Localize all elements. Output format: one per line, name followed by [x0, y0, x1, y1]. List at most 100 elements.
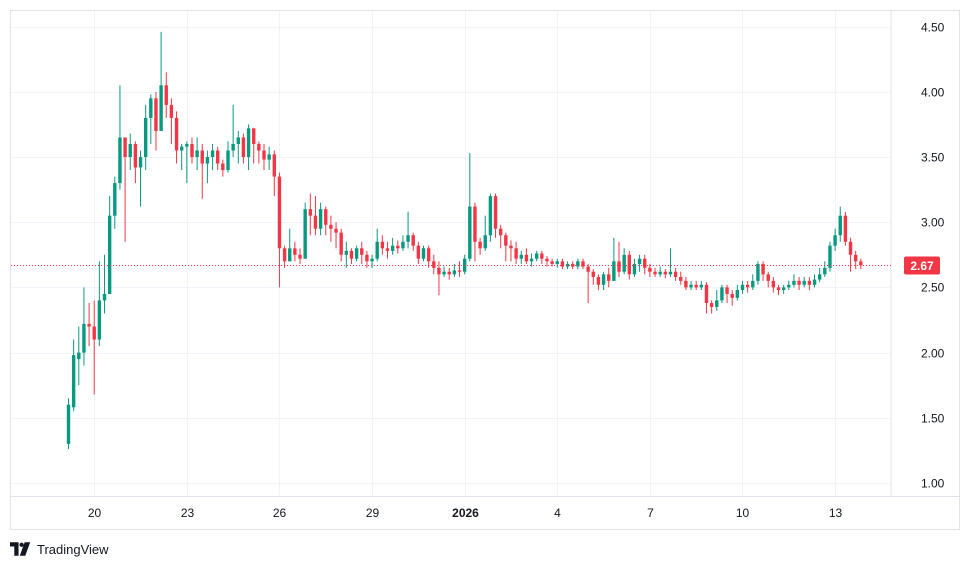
- candle-body: [524, 254, 529, 262]
- price-axis[interactable]: 4.50 4.00 3.50 3.00 2.50 2.00 1.50 1.00: [921, 21, 945, 491]
- candle-body: [174, 117, 179, 151]
- candle-body: [298, 254, 302, 259]
- candle-body: [308, 209, 313, 216]
- candle-body: [118, 137, 122, 184]
- candle-body: [221, 163, 225, 171]
- candles: [66, 31, 863, 450]
- candle-body: [380, 241, 385, 249]
- candle-body: [797, 280, 801, 285]
- candle-body: [653, 271, 657, 275]
- candle-body: [411, 235, 415, 246]
- candle-body: [483, 235, 487, 249]
- candle-body: [745, 284, 750, 288]
- candle-body: [426, 248, 431, 262]
- candle-body: [684, 280, 688, 288]
- candle-body: [807, 280, 812, 285]
- candle-body: [138, 157, 143, 168]
- candle-body: [113, 183, 117, 216]
- candle-body: [859, 261, 863, 266]
- candlestick-chart[interactable]: 2.67 4.50 4.00 3.50 3.00 2.50 2.00 1.50 1.00 20…: [11, 11, 959, 529]
- candle-body: [277, 176, 282, 249]
- candle-body: [802, 280, 806, 285]
- candle-body: [591, 271, 595, 277]
- candle-body: [257, 143, 261, 151]
- candle-body: [334, 228, 338, 233]
- candle-body: [534, 253, 539, 259]
- tradingview-icon: [10, 542, 31, 556]
- candle-body: [792, 280, 796, 285]
- candle-body: [128, 143, 132, 158]
- candle-body: [581, 261, 585, 267]
- price-tick-label: 3.00: [921, 216, 945, 230]
- candle-body: [776, 287, 781, 291]
- candle-body: [720, 287, 724, 301]
- candle-body: [771, 280, 776, 288]
- candle-body: [828, 245, 832, 268]
- candle-body: [267, 154, 271, 160]
- candle-body: [817, 274, 822, 280]
- candle-body: [437, 267, 441, 275]
- candle-body: [246, 128, 251, 158]
- candle-body: [282, 248, 287, 262]
- time-tick-label: 4: [554, 506, 561, 520]
- candle-body: [375, 241, 379, 259]
- tradingview-logo[interactable]: TradingView: [10, 540, 109, 558]
- time-axis[interactable]: 20 23 26 29 2026 4 7 10 13: [88, 506, 843, 520]
- candle-body: [421, 248, 426, 259]
- candle-body: [303, 209, 307, 259]
- candle-body: [241, 137, 246, 158]
- candle-body: [200, 150, 204, 164]
- candle-body: [730, 293, 734, 298]
- candle-body: [627, 254, 632, 275]
- candle-body: [457, 270, 462, 272]
- last-price-line: 2.67: [11, 256, 940, 275]
- candle-body: [107, 215, 112, 294]
- grid: [11, 11, 959, 497]
- candle-body: [617, 261, 621, 272]
- candle-body: [416, 245, 421, 259]
- candle-body: [77, 352, 81, 360]
- candle-body: [313, 215, 318, 229]
- tradingview-wordmark: TradingView: [37, 541, 109, 557]
- candle-body: [504, 235, 508, 246]
- candle-body: [143, 117, 148, 158]
- candle-body: [853, 254, 858, 262]
- candle-body: [349, 250, 354, 259]
- candle-body: [648, 267, 652, 272]
- candle-body: [766, 274, 770, 281]
- candle-body: [601, 274, 606, 285]
- candle-body: [272, 154, 276, 177]
- candle-body: [396, 245, 400, 249]
- candle-body: [385, 248, 390, 251]
- candle-body: [632, 263, 637, 275]
- candle-body: [159, 85, 163, 131]
- candle-body: [555, 261, 559, 264]
- candle-body: [596, 276, 601, 285]
- time-tick-label: 13: [829, 506, 843, 520]
- candle-body: [226, 150, 230, 171]
- candle-body: [92, 326, 96, 340]
- candle-body: [329, 224, 333, 229]
- price-tick-label: 4.00: [921, 86, 945, 100]
- candle-body: [97, 300, 102, 340]
- candle-body: [432, 261, 436, 268]
- candle-body: [725, 287, 729, 294]
- candle-body: [545, 258, 549, 262]
- candle-body: [210, 150, 215, 158]
- candle-body: [401, 241, 405, 249]
- candle-body: [498, 228, 503, 236]
- candle-body: [833, 235, 837, 246]
- candle-body: [452, 270, 457, 275]
- chart-area[interactable]: 2.67 4.50 4.00 3.50 3.00 2.50 2.00 1.50 1.00 20…: [10, 10, 960, 530]
- candle-body: [704, 284, 709, 304]
- candle-body: [560, 261, 565, 267]
- candle-body: [406, 235, 410, 242]
- candle-body: [761, 263, 765, 275]
- candle-body: [756, 263, 760, 281]
- candle-body: [288, 248, 292, 262]
- candle-body: [154, 98, 158, 131]
- candle-body: [216, 150, 220, 164]
- candle-body: [540, 253, 544, 259]
- candle-body: [473, 206, 477, 242]
- candle-body: [123, 137, 127, 158]
